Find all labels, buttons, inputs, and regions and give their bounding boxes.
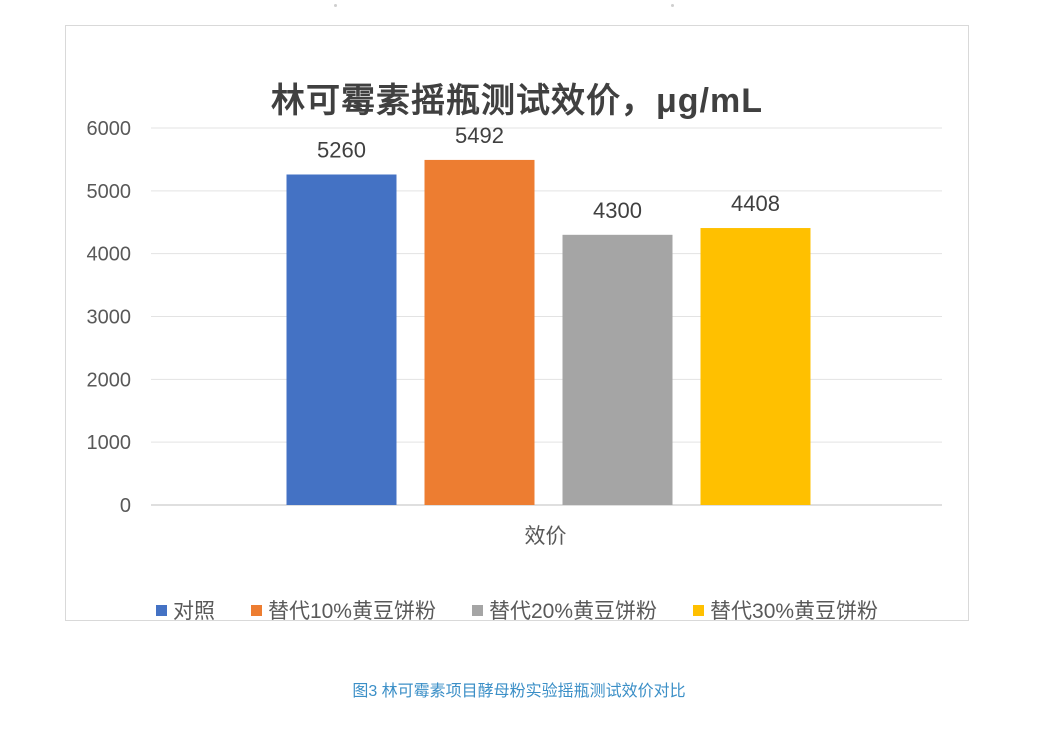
- legend-item: 替代10%黄豆饼粉: [250, 595, 436, 625]
- y-tick-label: 4000: [87, 244, 132, 266]
- legend-label: 对照: [172, 600, 215, 623]
- y-tick-label: 3000: [87, 307, 132, 329]
- bar-4: [700, 228, 811, 505]
- legend-item: 替代20%黄豆饼粉: [471, 595, 658, 625]
- y-tick-label: 0: [120, 495, 131, 517]
- chart-legend: 对照 替代10%黄豆饼粉 替代20%黄豆饼粉 替代30%黄豆饼粉: [66, 595, 968, 625]
- y-tick-label: 1000: [87, 432, 132, 454]
- y-tick-label: 2000: [87, 369, 132, 391]
- legend-swatch: [155, 604, 167, 616]
- y-tick-label: 6000: [87, 118, 132, 140]
- chart-frame: 林可霉素摇瓶测试效价，μg/mL 0 1000 2000 3000 4000 5000 60…: [65, 25, 969, 623]
- bar-1: [286, 174, 397, 505]
- data-label: 5492: [455, 123, 504, 148]
- decorative-dot-left: [334, 4, 337, 7]
- legend-label: 替代20%黄豆饼粉: [488, 600, 658, 623]
- legend-swatch: [250, 604, 262, 616]
- legend-label: 替代10%黄豆饼粉: [267, 600, 436, 623]
- legend-label: 替代30%黄豆饼粉: [710, 600, 879, 623]
- decorative-dot-right: [671, 4, 674, 7]
- legend-item: 替代30%黄豆饼粉: [693, 595, 878, 625]
- chart-title: 林可霉素摇瓶测试效价，μg/mL: [270, 82, 764, 120]
- legend-swatch: [693, 604, 705, 616]
- bar-chart-plot: 0 1000 2000 3000 4000 5000 6000 5260 5492 4300 440…: [87, 118, 942, 548]
- data-label: 4300: [593, 198, 642, 223]
- bar-2: [424, 159, 535, 506]
- x-category-label: 效价: [525, 525, 567, 548]
- legend-swatch: [471, 604, 483, 616]
- bar-3: [562, 234, 673, 506]
- figure-caption: 图3 林可霉素项目酵母粉实验摇瓶测试效价对比: [352, 683, 686, 700]
- data-label: 4408: [731, 191, 780, 216]
- y-tick-label: 5000: [87, 181, 132, 203]
- data-label: 5260: [317, 137, 366, 162]
- legend-item: 对照: [155, 595, 215, 625]
